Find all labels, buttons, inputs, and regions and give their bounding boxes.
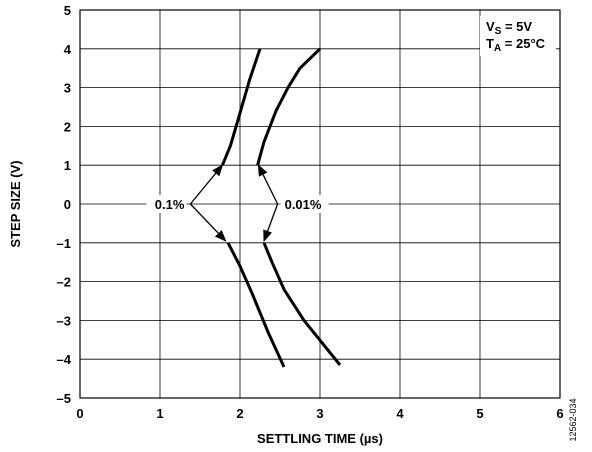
x-tick-label: 2 (236, 406, 243, 421)
annotations: 0.1% 0.01% (146, 164, 329, 242)
conditions-box: VS = 5V TA = 25°C (480, 16, 556, 56)
y-tick-label: –5 (57, 391, 71, 406)
x-tick-labels: 0 1 2 3 4 5 6 (76, 406, 563, 421)
annotation-hundredth: 0.01% (285, 197, 322, 212)
x-tick-label: 5 (476, 406, 483, 421)
annotation-bg-hundredth (280, 195, 329, 213)
y-axis-label: STEP SIZE (V) (8, 160, 23, 247)
annotation-tenth: 0.1% (155, 197, 185, 212)
annotation-bg-tenth (146, 195, 187, 213)
y-tick-label: –1 (57, 236, 71, 251)
annotation-arrow-tenth (189, 164, 224, 205)
x-tick-label: 6 (556, 406, 563, 421)
plot-frame (79, 9, 561, 399)
x-tick-label: 1 (156, 406, 163, 421)
y-tick-labels: 5 4 3 2 1 0 –1 –2 –3 –4 –5 (57, 3, 72, 406)
annotation-arrow-hundredth (257, 164, 279, 205)
x-axis-label: SETTLING TIME (µs) (257, 431, 383, 446)
y-tick-label: 1 (64, 158, 71, 173)
y-tick-label: –4 (57, 352, 72, 367)
y-tick-label: 4 (64, 42, 72, 57)
annotation-arrow-tenth (189, 203, 227, 242)
x-tick-label: 0 (76, 406, 83, 421)
y-tick-label: 2 (64, 119, 71, 134)
y-tick-label: 0 (64, 197, 71, 212)
y-tick-label: –2 (57, 275, 71, 290)
ta-condition: TA = 25°C (486, 36, 546, 54)
y-tick-label: 3 (64, 81, 71, 96)
vs-condition: VS = 5V (486, 19, 532, 37)
x-tick-label: 4 (396, 406, 404, 421)
x-tick-label: 3 (316, 406, 323, 421)
series-tenth-lower (226, 242, 286, 368)
y-tick-label: 5 (64, 3, 71, 18)
series-lines (221, 47, 342, 368)
series-tenth-upper (221, 48, 262, 166)
figure-id: 12562-034 (568, 398, 578, 441)
y-tick-label: –3 (57, 313, 71, 328)
annotation-arrow-hundredth (263, 203, 279, 242)
series-hundredth-lower (262, 242, 342, 366)
series-hundredth-upper (256, 47, 322, 166)
